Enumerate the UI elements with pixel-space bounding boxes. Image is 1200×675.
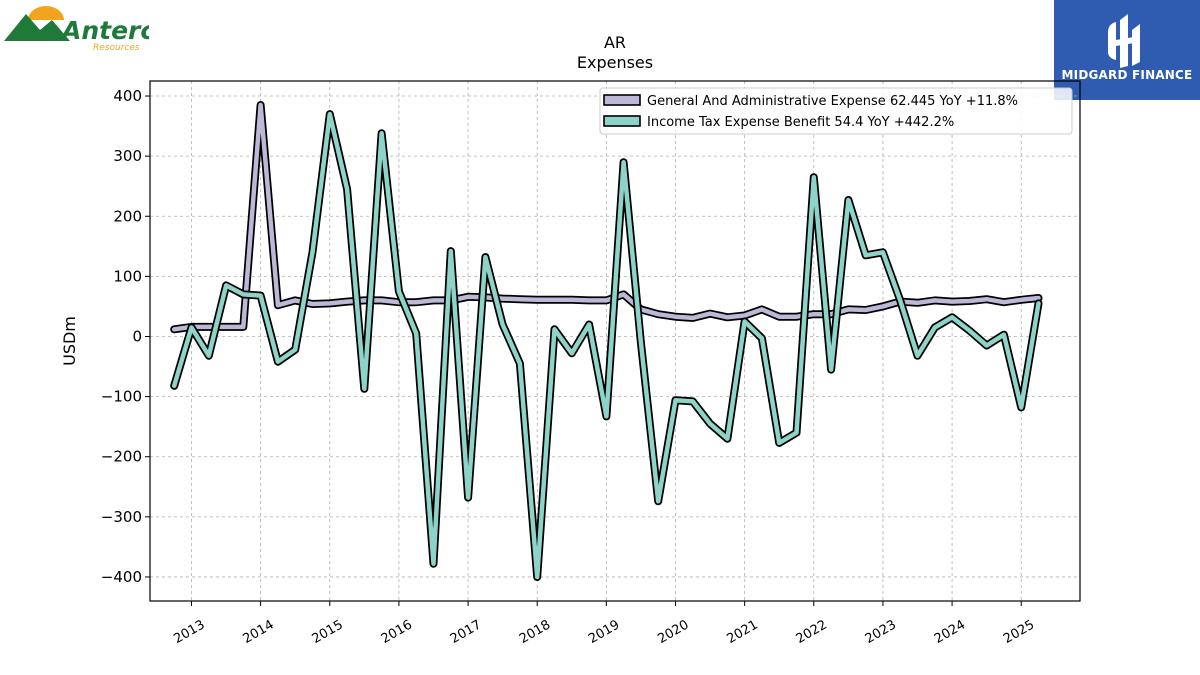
y-tick-label: 100 [113,267,142,285]
y-axis-label: USDm [60,316,79,366]
x-tick-label: 2018 [517,617,553,647]
y-axis-ticks: −400 −300 −200 −100 0 100 200 300 400 [101,87,150,586]
y-tick-label: −100 [101,388,142,406]
y-tick-label: −400 [101,568,142,586]
x-tick-label: 2016 [379,617,415,647]
x-tick-label: 2022 [794,617,830,647]
x-tick-label: 2024 [932,617,968,647]
legend-label-1: General And Administrative Expense 62.44… [647,94,1018,109]
y-tick-label: 200 [113,207,142,225]
brand-sub: Resources [93,43,140,53]
x-tick-label: 2025 [1001,617,1037,647]
brand-logo-mark: Antero Resources [4,6,158,53]
plot-frame [149,80,1081,602]
brand-logo: Antero Resources [4,4,158,54]
x-tick-label: 2014 [240,617,276,647]
series-lines [170,101,1043,581]
y-tick-label: 400 [113,87,142,105]
series-line-2 [171,111,1041,580]
x-tick-label: 2015 [310,617,346,647]
y-tick-label: −200 [101,448,142,466]
brand-name: Antero [60,16,149,45]
y-tick-label: −300 [101,508,142,526]
partner-logo-icon [1108,14,1140,68]
x-tick-label: 2020 [655,617,691,647]
legend: General And Administrative Expense 62.44… [599,87,1073,135]
legend-swatch-1 [603,94,641,106]
x-axis-ticks: 2013 2014 2015 2016 2017 2018 2019 2020 2021 2022… [171,601,1037,647]
x-tick-label: 2021 [724,617,760,647]
legend-swatch-2 [603,115,641,127]
x-tick-label: 2019 [586,617,622,647]
legend-box [599,87,1073,135]
series-line-1 [171,102,1041,332]
x-tick-label: 2013 [171,617,207,647]
y-tick-label: 300 [113,147,142,165]
chart-subtitle: Expenses [577,53,653,72]
chart-title: AR [604,33,626,52]
x-tick-label: 2023 [863,617,899,647]
x-tick-label: 2017 [448,617,484,647]
legend-label-2: Income Tax Expense Benefit 54.4 YoY +442… [647,115,954,130]
partner-logo: MIDGARD FINANCE [1054,0,1200,100]
y-tick-label: 0 [132,327,142,345]
partner-name: MIDGARD FINANCE [1061,68,1193,82]
